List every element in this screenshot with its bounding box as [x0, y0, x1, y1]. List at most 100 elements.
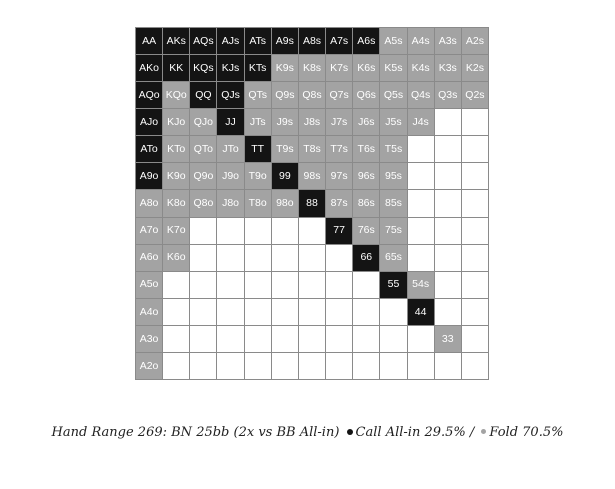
empty-cell: [163, 325, 190, 352]
empty-cell: [434, 244, 461, 271]
hand-cell-A8o: A8o: [136, 190, 163, 217]
hand-cell-AQs: AQs: [190, 28, 217, 55]
hand-cell-KK: KK: [163, 55, 190, 82]
hand-cell-J9o: J9o: [217, 163, 244, 190]
caption: Hand Range 269: BN 25bb (2x vs BB All-in…: [0, 425, 615, 440]
empty-cell: [190, 244, 217, 271]
hand-cell-A5s: A5s: [380, 28, 407, 55]
empty-cell: [298, 325, 326, 352]
hand-cell-99: 99: [271, 163, 298, 190]
empty-cell: [461, 271, 488, 298]
hand-cell-J8s: J8s: [298, 109, 326, 136]
hand-cell-Q4s: Q4s: [407, 82, 434, 109]
empty-cell: [244, 298, 271, 325]
hand-cell-QTs: QTs: [244, 82, 271, 109]
hand-cell-A2o: A2o: [136, 352, 163, 379]
hand-cell-A7o: A7o: [136, 217, 163, 244]
hand-cell-J8o: J8o: [217, 190, 244, 217]
hand-cell-87s: 87s: [326, 190, 353, 217]
hand-cell-KTo: KTo: [163, 136, 190, 163]
hand-cell-AKo: AKo: [136, 55, 163, 82]
hand-cell-T7s: T7s: [326, 136, 353, 163]
empty-cell: [461, 136, 488, 163]
empty-cell: [298, 244, 326, 271]
empty-cell: [217, 352, 244, 379]
empty-cell: [326, 244, 353, 271]
hand-cell-AJo: AJo: [136, 109, 163, 136]
empty-cell: [434, 136, 461, 163]
hand-cell-Q7s: Q7s: [326, 82, 353, 109]
hand-cell-A3s: A3s: [434, 28, 461, 55]
hand-cell-97s: 97s: [326, 163, 353, 190]
empty-cell: [434, 109, 461, 136]
hand-range-grid: AA AKs AQs AJs ATs A9s A8s A7s A6s A5s A4s A3s A2s AK…: [135, 27, 489, 380]
empty-cell: [461, 352, 488, 379]
hand-cell-KJs: KJs: [217, 55, 244, 82]
empty-cell: [461, 244, 488, 271]
hand-cell-J6s: J6s: [353, 109, 380, 136]
empty-cell: [407, 352, 434, 379]
empty-cell: [461, 109, 488, 136]
empty-cell: [271, 217, 298, 244]
hand-cell-A6s: A6s: [353, 28, 380, 55]
hand-cell-Q2s: Q2s: [461, 82, 488, 109]
hand-cell-Q3s: Q3s: [434, 82, 461, 109]
hand-cell-33: 33: [434, 325, 461, 352]
empty-cell: [244, 244, 271, 271]
empty-cell: [163, 271, 190, 298]
empty-cell: [298, 352, 326, 379]
hand-cell-K4s: K4s: [407, 55, 434, 82]
hand-cell-54s: 54s: [407, 271, 434, 298]
hand-cell-K2s: K2s: [461, 55, 488, 82]
empty-cell: [461, 163, 488, 190]
empty-cell: [271, 325, 298, 352]
empty-cell: [353, 352, 380, 379]
hand-cell-KTs: KTs: [244, 55, 271, 82]
empty-cell: [271, 352, 298, 379]
empty-cell: [461, 190, 488, 217]
hand-cell-K6s: K6s: [353, 55, 380, 82]
empty-cell: [326, 298, 353, 325]
hand-cell-A7s: A7s: [326, 28, 353, 55]
empty-cell: [244, 325, 271, 352]
empty-cell: [434, 217, 461, 244]
empty-cell: [190, 298, 217, 325]
hand-cell-QJs: QJs: [217, 82, 244, 109]
hand-cell-K7o: K7o: [163, 217, 190, 244]
empty-cell: [271, 244, 298, 271]
hand-cell-T5s: T5s: [380, 136, 407, 163]
hand-cell-J5s: J5s: [380, 109, 407, 136]
hand-cell-A9o: A9o: [136, 163, 163, 190]
hand-cell-J4s: J4s: [407, 109, 434, 136]
hand-cell-KJo: KJo: [163, 109, 190, 136]
hand-cell-A4s: A4s: [407, 28, 434, 55]
hand-cell-K7s: K7s: [326, 55, 353, 82]
empty-cell: [353, 271, 380, 298]
empty-cell: [271, 271, 298, 298]
hand-cell-K5s: K5s: [380, 55, 407, 82]
hand-cell-A4o: A4o: [136, 298, 163, 325]
empty-cell: [434, 190, 461, 217]
empty-cell: [407, 190, 434, 217]
hand-cell-A3o: A3o: [136, 325, 163, 352]
empty-cell: [434, 352, 461, 379]
caption-fold-text: Fold 70.5%: [489, 425, 564, 440]
empty-cell: [380, 352, 407, 379]
fold-legend-dot-icon: [481, 429, 487, 434]
empty-cell: [326, 325, 353, 352]
hand-cell-JTs: JTs: [244, 109, 271, 136]
empty-cell: [461, 298, 488, 325]
empty-cell: [190, 325, 217, 352]
hand-cell-Q6s: Q6s: [353, 82, 380, 109]
empty-cell: [244, 271, 271, 298]
hand-cell-65s: 65s: [380, 244, 407, 271]
empty-cell: [353, 298, 380, 325]
hand-cell-JJ: JJ: [217, 109, 244, 136]
empty-cell: [434, 163, 461, 190]
empty-cell: [407, 136, 434, 163]
hand-cell-75s: 75s: [380, 217, 407, 244]
hand-cell-Q9o: Q9o: [190, 163, 217, 190]
hand-cell-66: 66: [353, 244, 380, 271]
hand-cell-88: 88: [298, 190, 326, 217]
hand-cell-Q9s: Q9s: [271, 82, 298, 109]
